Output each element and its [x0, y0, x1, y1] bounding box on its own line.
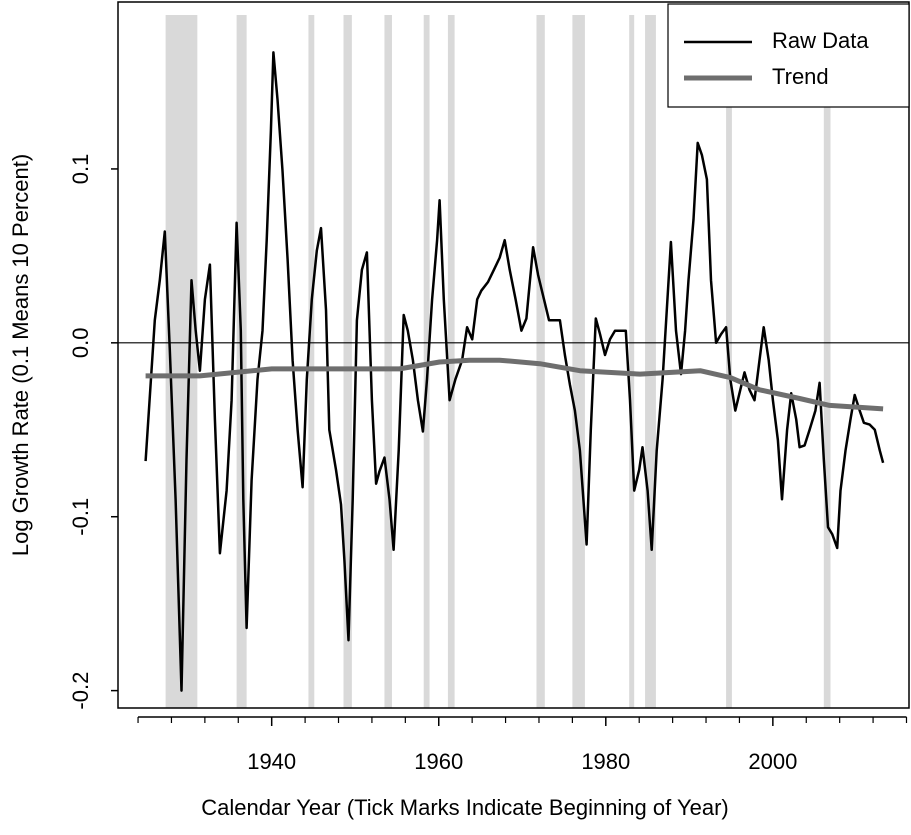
y-tick-label: -0.1 — [68, 498, 93, 536]
shaded-period — [423, 15, 430, 708]
x-tick-label: 1940 — [247, 749, 296, 774]
data-line — [144, 51, 885, 692]
shaded-period — [308, 15, 315, 708]
legend-label: Raw Data — [772, 28, 869, 53]
y-tick-label: 0.1 — [68, 154, 93, 185]
legend-box — [667, 3, 910, 108]
shaded-period — [645, 15, 656, 708]
x-tick-label: 1960 — [414, 749, 463, 774]
shaded-period — [343, 15, 352, 708]
x-tick-label: 2000 — [748, 749, 797, 774]
x-tick-label: 1980 — [581, 749, 630, 774]
shaded-period — [823, 15, 831, 708]
plot-frame — [117, 1, 910, 709]
legend-label: Trend — [772, 64, 829, 89]
data-line — [145, 357, 884, 412]
x-axis-label: Calendar Year (Tick Marks Indicate Begin… — [201, 795, 728, 820]
y-axis-label: Log Growth Rate (0.1 Means 10 Percent) — [8, 154, 33, 556]
shaded-period — [384, 15, 392, 708]
shaded-period — [629, 15, 635, 708]
y-tick-label: -0.2 — [68, 672, 93, 710]
y-tick-label: 0.0 — [68, 328, 93, 359]
shaded-period — [572, 15, 585, 708]
